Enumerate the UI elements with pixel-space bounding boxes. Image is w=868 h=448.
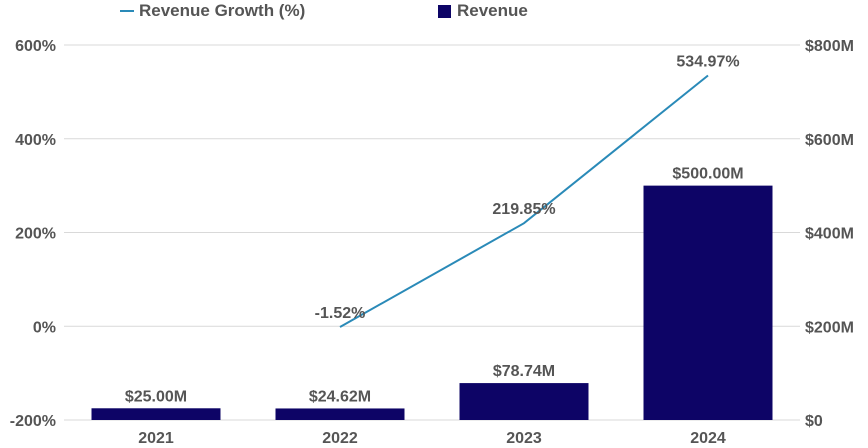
y-left-tick-label: 600% [15,38,56,55]
x-tick-label: 2021 [138,430,174,447]
legend-label-revenue: Revenue [457,1,528,20]
y-right-tick-label: $600M [805,132,854,149]
growth-data-label: -1.52% [315,305,366,322]
legend-bar-swatch [438,4,451,18]
y-left-tick-label: 0% [33,319,56,336]
legend-line-swatch [120,10,134,12]
growth-data-label: 219.85% [492,201,555,218]
y-right-tick-label: $0 [805,413,823,430]
y-left-tick-label: 400% [15,132,56,149]
x-tick-label: 2023 [506,430,542,447]
y-left-tick-label: -200% [10,413,56,430]
y-left-tick-label: 200% [15,226,56,243]
x-tick-label: 2024 [690,430,726,447]
revenue-bar [91,408,221,420]
legend-label-revenue-growth: Revenue Growth (%) [139,1,306,20]
revenue-bar [459,383,589,420]
y-right-tick-label: $800M [805,38,854,55]
y-right-tick-label: $400M [805,226,854,243]
revenue-data-label: $78.74M [493,363,555,380]
legend-item-revenue: Revenue [438,1,528,21]
y-right-tick-label: $200M [805,319,854,336]
revenue-data-label: $24.62M [309,388,371,405]
growth-data-label: 534.97% [676,53,739,70]
revenue-data-label: $500.00M [672,166,743,183]
revenue-data-label: $25.00M [125,388,187,405]
revenue-bar [275,408,405,420]
revenue-bar [643,185,773,420]
legend-item-revenue-growth: Revenue Growth (%) [120,1,305,21]
x-tick-label: 2022 [322,430,358,447]
